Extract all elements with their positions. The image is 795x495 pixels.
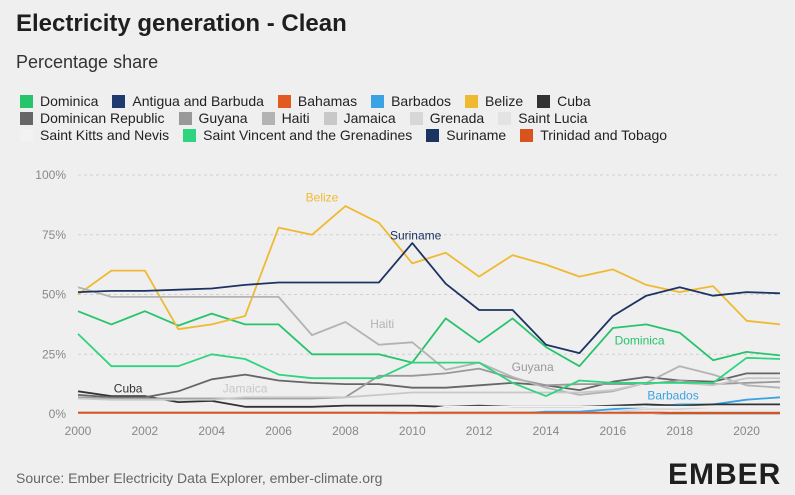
legend-label: Trinidad and Tobago bbox=[540, 127, 668, 143]
legend-item-saint-vincent-and-the-grenadines[interactable]: Saint Vincent and the Grenadines bbox=[183, 127, 412, 144]
legend-item-saint-lucia[interactable]: Saint Lucia bbox=[498, 110, 587, 127]
series-annotation: Suriname bbox=[390, 229, 442, 243]
series-annotation: Guyana bbox=[512, 360, 554, 374]
y-tick-label: 75% bbox=[42, 228, 66, 242]
legend-item-dominica[interactable]: Dominica bbox=[20, 93, 98, 110]
legend-swatch bbox=[371, 95, 385, 108]
legend-item-barbados[interactable]: Barbados bbox=[371, 93, 451, 110]
line-chart: 0% 25% 50% 75% 100% 2000 2002 2004 2006 2008 2010 2… bbox=[35, 168, 781, 438]
source-note: Source: Ember Electricity Data Explorer,… bbox=[16, 470, 383, 486]
legend-label: Haiti bbox=[281, 110, 310, 126]
legend-item-dominican-republic[interactable]: Dominican Republic bbox=[20, 110, 165, 127]
series-line-suriname bbox=[77, 242, 781, 355]
legend-label: Jamaica bbox=[343, 110, 396, 126]
legend-swatch bbox=[520, 129, 534, 142]
legend-swatch bbox=[112, 95, 126, 108]
legend-item-bahamas[interactable]: Bahamas bbox=[277, 93, 358, 110]
legend-label: Guyana bbox=[198, 110, 248, 126]
series-line-dominica bbox=[77, 310, 781, 368]
legend-label: Suriname bbox=[446, 127, 507, 143]
series-line-cuba bbox=[77, 390, 780, 408]
legend-row: Saint Kitts and Nevis Saint Vincent and … bbox=[20, 127, 790, 144]
legend-item-haiti[interactable]: Haiti bbox=[261, 110, 310, 127]
legend-swatch bbox=[178, 112, 192, 125]
series-annotation: Barbados bbox=[647, 389, 698, 403]
legend-swatch bbox=[537, 95, 551, 108]
x-tick-label: 2004 bbox=[198, 424, 225, 438]
chart-title: Electricity generation - Clean bbox=[16, 10, 347, 37]
legend-row: Dominican Republic Guyana Haiti Jamaica … bbox=[20, 110, 790, 127]
legend-item-suriname[interactable]: Suriname bbox=[426, 127, 506, 144]
legend-swatch bbox=[277, 95, 291, 108]
x-tick-label: 2016 bbox=[600, 424, 627, 438]
legend-swatch bbox=[426, 129, 440, 142]
legend-item-trinidad-and-tobago[interactable]: Trinidad and Tobago bbox=[520, 127, 667, 144]
series-line-saint-vincent-and-the-grenadines bbox=[77, 333, 781, 398]
series-line-saint-kitts-and-nevis bbox=[78, 405, 780, 415]
series-annotation: Jamaica bbox=[223, 381, 268, 395]
legend-label: Antigua and Barbuda bbox=[132, 93, 264, 109]
legend-label: Saint Kitts and Nevis bbox=[40, 127, 170, 143]
x-tick-label: 2014 bbox=[533, 424, 560, 438]
legend-item-jamaica[interactable]: Jamaica bbox=[323, 110, 396, 127]
x-tick-label: 2020 bbox=[733, 424, 760, 438]
legend-label: Barbados bbox=[391, 93, 452, 109]
chart-subtitle: Percentage share bbox=[16, 52, 159, 72]
y-tick-label: 50% bbox=[42, 288, 66, 302]
series-annotation: Belize bbox=[306, 190, 339, 204]
legend-label: Cuba bbox=[557, 93, 591, 109]
x-tick-label: 2006 bbox=[265, 424, 292, 438]
legend-item-belize[interactable]: Belize bbox=[465, 93, 523, 110]
legend-item-guyana[interactable]: Guyana bbox=[178, 110, 248, 127]
legend-label: Dominica bbox=[40, 93, 99, 109]
legend-swatch bbox=[409, 112, 423, 125]
legend-swatch bbox=[323, 112, 337, 125]
legend-item-grenada[interactable]: Grenada bbox=[409, 110, 485, 127]
chart-legend: Dominica Antigua and Barbuda Bahamas Bar… bbox=[20, 93, 790, 144]
ember-logo: EMBER bbox=[668, 458, 782, 491]
y-tick-label: 25% bbox=[42, 347, 66, 361]
x-tick-label: 2018 bbox=[666, 424, 693, 438]
series-line-dominican-republic bbox=[77, 372, 780, 399]
legend-swatch bbox=[20, 112, 33, 125]
series-annotation: Cuba bbox=[114, 381, 143, 395]
y-tick-label: 100% bbox=[35, 168, 66, 182]
legend-row: Dominica Antigua and Barbuda Bahamas Bar… bbox=[20, 93, 790, 110]
legend-swatch bbox=[20, 95, 33, 108]
x-tick-label: 2010 bbox=[399, 424, 426, 438]
legend-label: Grenada bbox=[429, 110, 485, 126]
legend-swatch bbox=[465, 95, 479, 108]
series-line-belize bbox=[77, 205, 781, 331]
legend-swatch bbox=[261, 112, 275, 125]
legend-swatch bbox=[183, 129, 197, 142]
y-tick-label: 0% bbox=[49, 407, 67, 421]
series-annotation: Dominica bbox=[615, 334, 665, 348]
legend-item-saint-kitts-and-nevis[interactable]: Saint Kitts and Nevis bbox=[20, 127, 169, 144]
x-tick-label: 2012 bbox=[466, 424, 493, 438]
legend-label: Belize bbox=[485, 93, 524, 109]
legend-label: Saint Lucia bbox=[518, 110, 588, 126]
series-annotation: Haiti bbox=[370, 317, 394, 331]
legend-item-antigua-and-barbuda[interactable]: Antigua and Barbuda bbox=[112, 93, 264, 110]
legend-swatch bbox=[498, 112, 512, 125]
legend-label: Dominican Republic bbox=[40, 110, 165, 126]
legend-item-cuba[interactable]: Cuba bbox=[537, 93, 591, 110]
legend-label: Bahamas bbox=[297, 93, 358, 109]
legend-label: Saint Vincent and the Grenadines bbox=[203, 127, 413, 143]
x-tick-label: 2000 bbox=[65, 424, 92, 438]
x-tick-label: 2002 bbox=[132, 424, 159, 438]
legend-swatch bbox=[20, 129, 33, 142]
series-line-haiti bbox=[77, 286, 781, 396]
x-tick-label: 2008 bbox=[332, 424, 359, 438]
